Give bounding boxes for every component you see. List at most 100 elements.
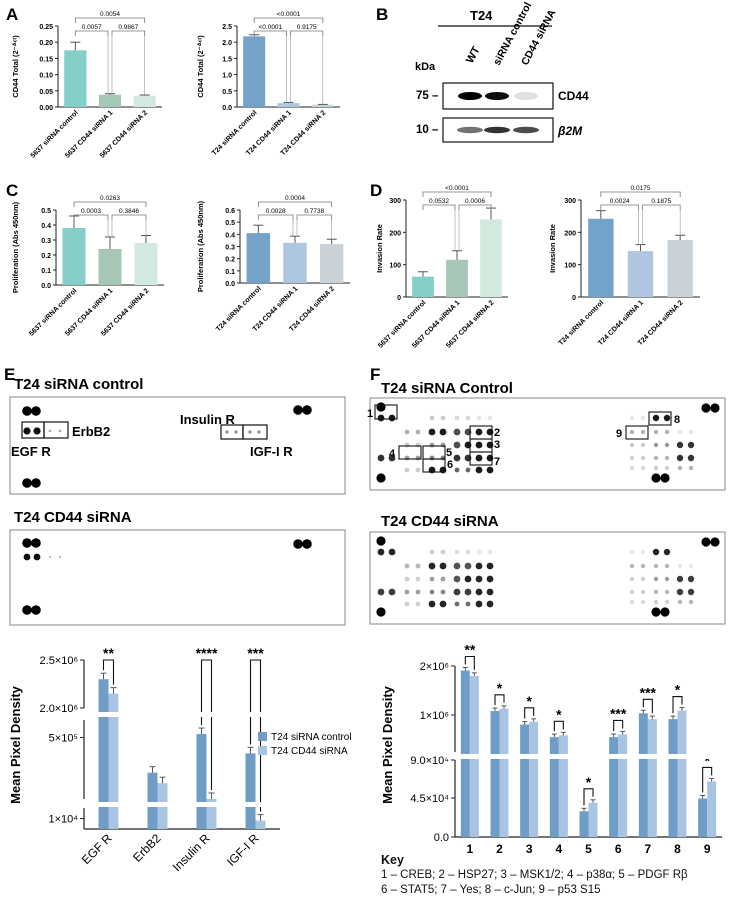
y-tick-label: 300 (564, 198, 576, 205)
x-tick-label: Insulin R (170, 831, 213, 874)
box-number: 9 (616, 428, 622, 440)
egfr-spot (33, 553, 41, 561)
bracket-1-3-p: 0.0054 (100, 11, 120, 18)
array-spot (454, 415, 460, 421)
array-spot (486, 600, 494, 608)
significance-bracket (464, 655, 475, 670)
bracket-1-3-p: <0.0001 (445, 185, 469, 192)
bracket-1-2 (600, 204, 639, 210)
bar (480, 219, 502, 297)
array-spot (664, 599, 670, 605)
array-spot (429, 589, 435, 595)
axis-break-gap (447, 754, 724, 759)
array-spot (388, 588, 396, 596)
cd44-band (458, 92, 482, 100)
array-spot (664, 589, 670, 595)
array-spot (676, 441, 684, 449)
legend-label: T24 CD44 siRNA (271, 746, 348, 757)
bracket-1-3 (74, 17, 146, 23)
bracket-1-3-p: 0.0004 (285, 195, 305, 202)
cd44-band (485, 92, 509, 100)
erbb2-box (43, 421, 69, 439)
array-spot (653, 465, 659, 471)
bar (64, 50, 87, 107)
reference-spot (302, 405, 312, 415)
significance-bracket (553, 720, 564, 732)
blot-header: T24 (470, 8, 493, 23)
y-tick-label: 0.20 (39, 40, 53, 47)
bracket-1-2-p: 0.0003 (81, 208, 101, 215)
legend-swatch (258, 732, 267, 741)
bracket-1-2 (74, 30, 109, 36)
array-spot (640, 455, 646, 461)
highlight-box (374, 404, 398, 420)
box-number: 5 (446, 447, 452, 459)
bracket-1-2-p: <0.0001 (258, 24, 282, 31)
array-spot (677, 465, 683, 471)
bracket-1-2 (257, 214, 294, 220)
bar (98, 679, 109, 829)
significance-stars: * (497, 680, 503, 696)
array-spot (453, 428, 461, 436)
array-spot (454, 549, 460, 555)
array-spot (429, 415, 435, 421)
bar (677, 710, 687, 837)
array-spot (388, 454, 396, 462)
array-spot (404, 429, 410, 435)
x-tick-label: 5 (585, 842, 592, 856)
array-spot (676, 588, 684, 596)
array-spot (640, 465, 646, 471)
array-spot (377, 414, 385, 422)
bar-chart-e: 1×10⁴ 5×10⁵ 2.0×10⁶ 2.5×10⁶ Mean Pixel Densi… (8, 645, 352, 874)
bracket-1-2-p: 0.0532 (429, 198, 449, 205)
y-tick-label: 0.2 (41, 253, 51, 260)
bar (549, 737, 559, 837)
array-spot (415, 589, 421, 595)
array-spot (464, 588, 472, 596)
bracket-1-3-p: 0.0263 (100, 195, 120, 202)
array-spot (476, 415, 482, 421)
bracket-1-2 (422, 204, 456, 210)
reference-spot (293, 405, 303, 415)
array-highlight-boxes-f: 1 23 4 56 7 8 9 (367, 404, 680, 473)
y-tick-label: 0 (572, 295, 576, 302)
array-spot (629, 576, 635, 582)
array-spot (653, 442, 659, 448)
bracket-1-2-p: 0.0024 (610, 198, 630, 205)
array-spot (653, 599, 659, 605)
array-spot (677, 599, 683, 605)
array-spot (652, 548, 660, 556)
array-spot (476, 549, 482, 555)
legend-label: T24 siRNA control (271, 732, 352, 743)
y-tick-label: 0.5 (225, 220, 235, 227)
array-spot (429, 442, 435, 448)
array-spot (629, 563, 635, 569)
array-spot (653, 576, 659, 582)
panel-letter-b: B (376, 5, 388, 24)
array-spot (629, 415, 635, 421)
significance-stars: * (675, 682, 681, 698)
egfr-spot (23, 553, 31, 561)
y-tick-label: 2.0 (222, 40, 232, 47)
y-tick-label: 2×10⁶ (420, 661, 449, 673)
egfr-spot (33, 427, 41, 435)
lane-label-wt: WT (464, 44, 483, 65)
x-tick-label: 9 (704, 842, 711, 856)
array-spot (453, 562, 461, 570)
x-tick-label: EGF R (79, 831, 115, 867)
x-tick-label: 2 (496, 842, 503, 856)
array-spot (629, 465, 635, 471)
insulin-igf-spot (225, 430, 229, 434)
reference-spot (710, 403, 720, 413)
x-tick-label: 7 (644, 842, 651, 856)
reference-spot (31, 478, 41, 488)
x-tick-label: 1 (466, 842, 473, 856)
array-spot (653, 455, 659, 461)
array-spot (640, 576, 646, 582)
bar (412, 276, 434, 297)
box-number: 2 (494, 427, 500, 439)
y-axis-title: Proliferation (Abs 450nm) (196, 200, 205, 292)
b2m-band (457, 126, 483, 134)
bar (647, 719, 657, 837)
erbb2-spot (48, 429, 52, 433)
